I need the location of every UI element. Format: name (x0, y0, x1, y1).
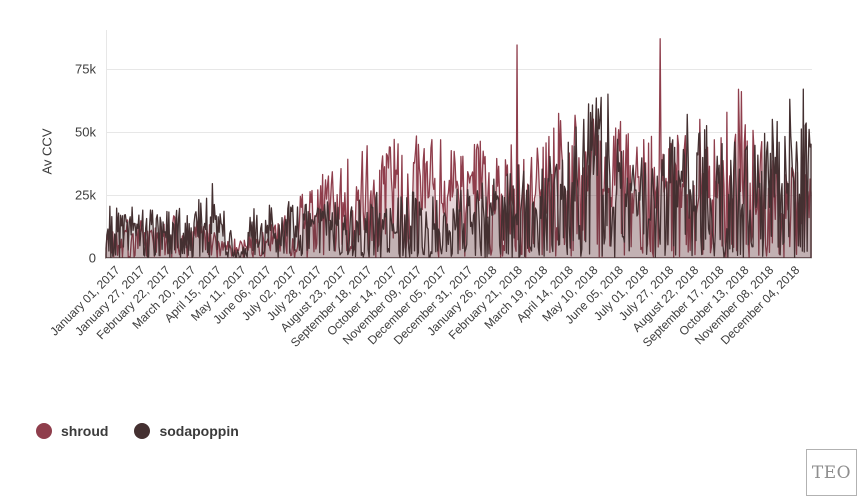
legend-item-shroud[interactable]: shroud (36, 423, 108, 439)
y-axis-tick-label: 25k (75, 187, 96, 203)
legend-item-sodapoppin[interactable]: sodapoppin (134, 423, 239, 439)
legend-label-shroud: shroud (61, 423, 109, 439)
y-axis-tick-label: 0 (88, 250, 96, 266)
series-area-shroud (105, 38, 812, 259)
chart-legend: shroud sodapoppin (36, 423, 239, 439)
teo-logo: TEO (806, 449, 857, 496)
shroud-series-swatch-icon (36, 423, 52, 439)
y-axis-tick-label: 75k (75, 61, 96, 77)
sodapoppin-series-swatch-icon (134, 423, 151, 439)
y-axis-title: Av CCV (39, 128, 55, 175)
legend-label-sodapoppin: sodapoppin (159, 423, 239, 439)
y-axis-tick-label: 50k (75, 124, 96, 140)
series-area-sodapoppin (105, 88, 812, 259)
chart-plot-area (105, 30, 812, 259)
teo-logo-text: TEO (811, 462, 852, 483)
